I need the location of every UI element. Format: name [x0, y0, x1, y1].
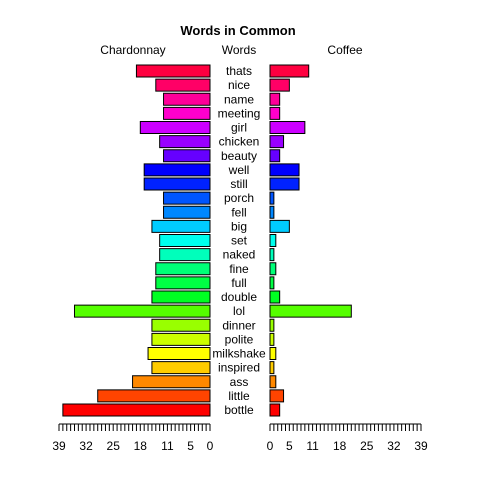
- word-label-full: full: [231, 276, 246, 290]
- word-label-lol: lol: [233, 304, 245, 318]
- bar-chardonnay-beauty: [163, 149, 211, 163]
- bar-coffee-lol: [269, 304, 352, 318]
- bar-chardonnay-meeting: [163, 106, 211, 120]
- word-label-girl: girl: [231, 121, 247, 135]
- word-label-set: set: [231, 234, 248, 248]
- right-tick-label: 32: [387, 439, 401, 453]
- left-tick-label: 39: [52, 439, 66, 453]
- right-tick-label: 11: [306, 439, 319, 453]
- bar-chardonnay-naked: [159, 248, 211, 262]
- right-tick-label: 25: [360, 439, 374, 453]
- bar-chardonnay-well: [143, 163, 211, 177]
- word-label-dinner: dinner: [222, 318, 255, 332]
- bar-coffee-double: [269, 290, 281, 304]
- bar-coffee-nice: [269, 78, 290, 92]
- word-label-polite: polite: [225, 332, 254, 346]
- bar-coffee-well: [269, 163, 300, 177]
- bar-coffee-still: [269, 177, 300, 191]
- word-label-naked: naked: [223, 248, 256, 262]
- bar-coffee-meeting: [269, 106, 281, 120]
- bar-coffee-milkshake: [269, 347, 277, 360]
- left-series-label: Chardonnay: [100, 43, 165, 57]
- word-label-chicken: chicken: [219, 135, 260, 149]
- bar-chardonnay-milkshake: [147, 347, 211, 360]
- right-tick-label: 5: [286, 439, 293, 453]
- right-tick-label: 0: [267, 439, 274, 453]
- bar-coffee-bottle: [269, 403, 281, 417]
- bar-chardonnay-inspired: [151, 361, 211, 375]
- bar-coffee-porch: [269, 191, 275, 205]
- bar-coffee-set: [269, 234, 277, 247]
- word-label-thats: thats: [226, 64, 252, 78]
- bar-coffee-chicken: [269, 135, 285, 149]
- bar-chardonnay-name: [163, 92, 211, 106]
- word-label-beauty: beauty: [221, 149, 257, 163]
- words-group: thatsnicenamemeetinggirlchickenbeautywel…: [212, 64, 266, 417]
- bar-chardonnay-ass: [132, 375, 211, 389]
- bar-chardonnay-fine: [155, 262, 211, 276]
- bar-coffee-naked: [269, 248, 275, 262]
- bars-group: [62, 64, 352, 417]
- bar-coffee-dinner: [269, 318, 275, 332]
- left-tick-label: 0: [207, 439, 214, 453]
- bar-coffee-name: [269, 92, 281, 106]
- bar-chardonnay-still: [143, 177, 211, 191]
- left-tick-label: 32: [79, 439, 93, 453]
- bar-chardonnay-porch: [163, 191, 211, 205]
- bar-chardonnay-fell: [163, 205, 211, 219]
- word-label-nice: nice: [228, 78, 250, 92]
- left-tick-label: 11: [161, 439, 174, 453]
- bar-coffee-ass: [269, 375, 277, 389]
- bar-chardonnay-thats: [135, 64, 211, 78]
- bar-chardonnay-set: [159, 234, 211, 247]
- bar-coffee-fell: [269, 205, 275, 219]
- bar-chardonnay-dinner: [151, 318, 211, 332]
- right-series-label: Coffee: [327, 43, 362, 57]
- chart-title: Words in Common: [180, 23, 295, 38]
- right-tick-label: 18: [333, 439, 347, 453]
- word-label-double: double: [221, 290, 257, 304]
- bar-chardonnay-little: [97, 389, 211, 403]
- word-label-fell: fell: [231, 205, 246, 219]
- word-label-still: still: [230, 177, 247, 191]
- bar-chardonnay-girl: [139, 121, 211, 134]
- bar-coffee-thats: [269, 64, 310, 78]
- bar-coffee-fine: [269, 262, 277, 276]
- word-label-little: little: [228, 389, 250, 403]
- bar-coffee-polite: [269, 332, 275, 346]
- word-label-bottle: bottle: [224, 403, 254, 417]
- left-tick-label: 5: [187, 439, 194, 453]
- bar-chardonnay-lol: [73, 304, 211, 318]
- bar-coffee-big: [269, 219, 290, 233]
- bar-coffee-inspired: [269, 361, 275, 375]
- word-label-meeting: meeting: [218, 106, 261, 120]
- bar-chardonnay-double: [151, 290, 211, 304]
- center-column-label: Words: [222, 43, 256, 57]
- word-label-name: name: [224, 92, 254, 106]
- bar-chardonnay-chicken: [159, 135, 211, 149]
- bar-coffee-little: [269, 389, 285, 403]
- word-label-ass: ass: [230, 375, 249, 389]
- word-label-big: big: [231, 219, 247, 233]
- left-tick-label: 18: [134, 439, 148, 453]
- bar-coffee-full: [269, 276, 275, 290]
- bar-coffee-beauty: [269, 149, 281, 163]
- bar-chardonnay-bottle: [62, 403, 211, 417]
- word-label-well: well: [228, 163, 250, 177]
- left-tick-label: 25: [107, 439, 121, 453]
- word-label-fine: fine: [229, 262, 249, 276]
- axes-group: 39 32 25 18 11 5 0 0 5 11 18 25 32 39: [52, 423, 428, 453]
- bar-chardonnay-full: [155, 276, 211, 290]
- word-label-inspired: inspired: [218, 361, 260, 375]
- bar-chardonnay-big: [151, 219, 211, 233]
- bar-chardonnay-nice: [155, 78, 211, 92]
- word-label-milkshake: milkshake: [212, 347, 266, 361]
- right-tick-label: 39: [414, 439, 428, 453]
- word-label-porch: porch: [224, 191, 254, 205]
- bar-chardonnay-polite: [151, 332, 211, 346]
- bar-coffee-girl: [269, 121, 306, 134]
